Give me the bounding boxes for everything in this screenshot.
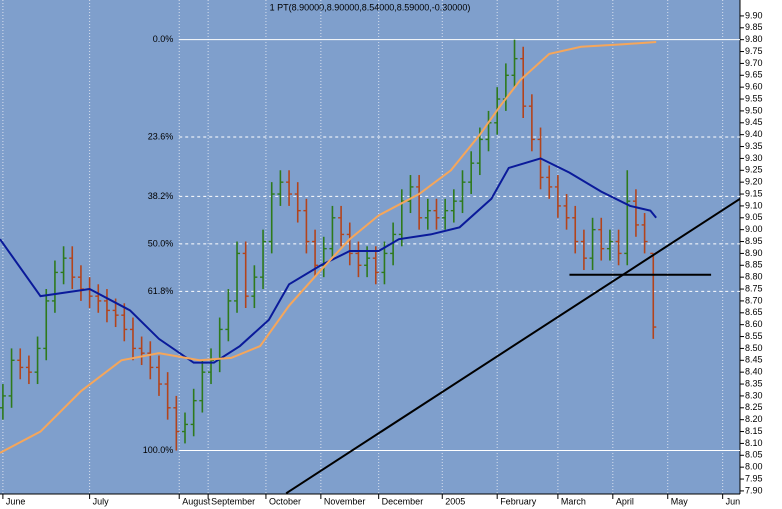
y-tick-label: 8.90 [745,248,763,258]
x-tick-label: February [500,496,537,506]
y-tick-label: 9.80 [745,34,763,44]
y-tick-label: 9.20 [745,177,763,187]
trend-line [285,197,741,495]
y-tick-label: 8.25 [745,402,763,412]
y-tick-label: 9.90 [745,10,763,20]
y-tick-label: 8.10 [745,438,763,448]
y-tick-label: 9.10 [745,200,763,210]
x-tick-label: July [93,496,110,506]
y-tick-label: 8.40 [745,367,763,377]
y-tick-label: 7.90 [745,485,763,495]
y-tick-label: 8.80 [745,272,763,282]
x-tick-label: June [6,496,26,506]
y-tick-label: 8.20 [745,414,763,424]
y-tick-label: 8.70 [745,295,763,305]
y-tick-label: 9.55 [745,93,763,103]
moving-average-line [0,157,657,364]
moving-average-line [0,41,657,454]
y-tick-label: 8.05 [745,450,763,460]
y-tick-label: 8.75 [745,283,763,293]
x-tick-label: November [324,496,366,506]
y-tick-label: 8.50 [745,343,763,353]
y-tick-label: 8.60 [745,319,763,329]
y-tick-label: 7.95 [745,473,763,483]
fib-level-label: 23.6% [148,131,174,141]
y-tick-label: 9.40 [745,129,763,139]
y-tick-label: 8.35 [745,378,763,388]
fib-level-label: 0.0% [153,34,174,44]
y-tick-label: 9.25 [745,165,763,175]
x-tick-label: May [671,496,689,506]
x-tick-label: Jun [726,496,741,506]
x-tick-label: August [182,496,211,506]
y-tick-label: 9.15 [745,188,763,198]
x-tick-label: October [269,496,301,506]
x-tick-label: September [211,496,255,506]
y-tick-label: 9.65 [745,70,763,80]
fib-level-label: 50.0% [148,238,174,248]
y-tick-label: 8.55 [745,331,763,341]
fib-level-label: 38.2% [148,191,174,201]
y-tick-label: 9.85 [745,22,763,32]
y-tick-label: 8.45 [745,355,763,365]
plot-background [0,0,740,494]
y-tick-label: 8.00 [745,462,763,472]
y-tick-label: 9.60 [745,82,763,92]
y-tick-label: 9.30 [745,153,763,163]
fib-level-label: 61.8% [148,286,174,296]
y-tick-label: 9.45 [745,117,763,127]
x-axis-panel [0,494,782,509]
y-tick-label: 8.85 [745,260,763,270]
x-tick-label: December [382,496,424,506]
x-tick-label: 2005 [445,496,465,506]
y-tick-label: 9.75 [745,46,763,56]
y-axis-panel [740,0,782,509]
y-tick-label: 9.70 [745,58,763,68]
y-tick-label: 9.35 [745,141,763,151]
y-tick-label: 8.95 [745,236,763,246]
y-tick-label: 8.65 [745,307,763,317]
y-tick-label: 9.00 [745,224,763,234]
fib-level-label: 100.0% [143,445,174,455]
y-tick-label: 8.15 [745,426,763,436]
x-tick-label: March [561,496,586,506]
chart-title: 1 PT(8.90000,8.90000,8.54000,8.59000,-0.… [270,2,471,12]
y-tick-label: 8.30 [745,390,763,400]
x-tick-label: April [616,496,634,506]
y-tick-label: 9.50 [745,105,763,115]
y-tick-label: 9.05 [745,212,763,222]
